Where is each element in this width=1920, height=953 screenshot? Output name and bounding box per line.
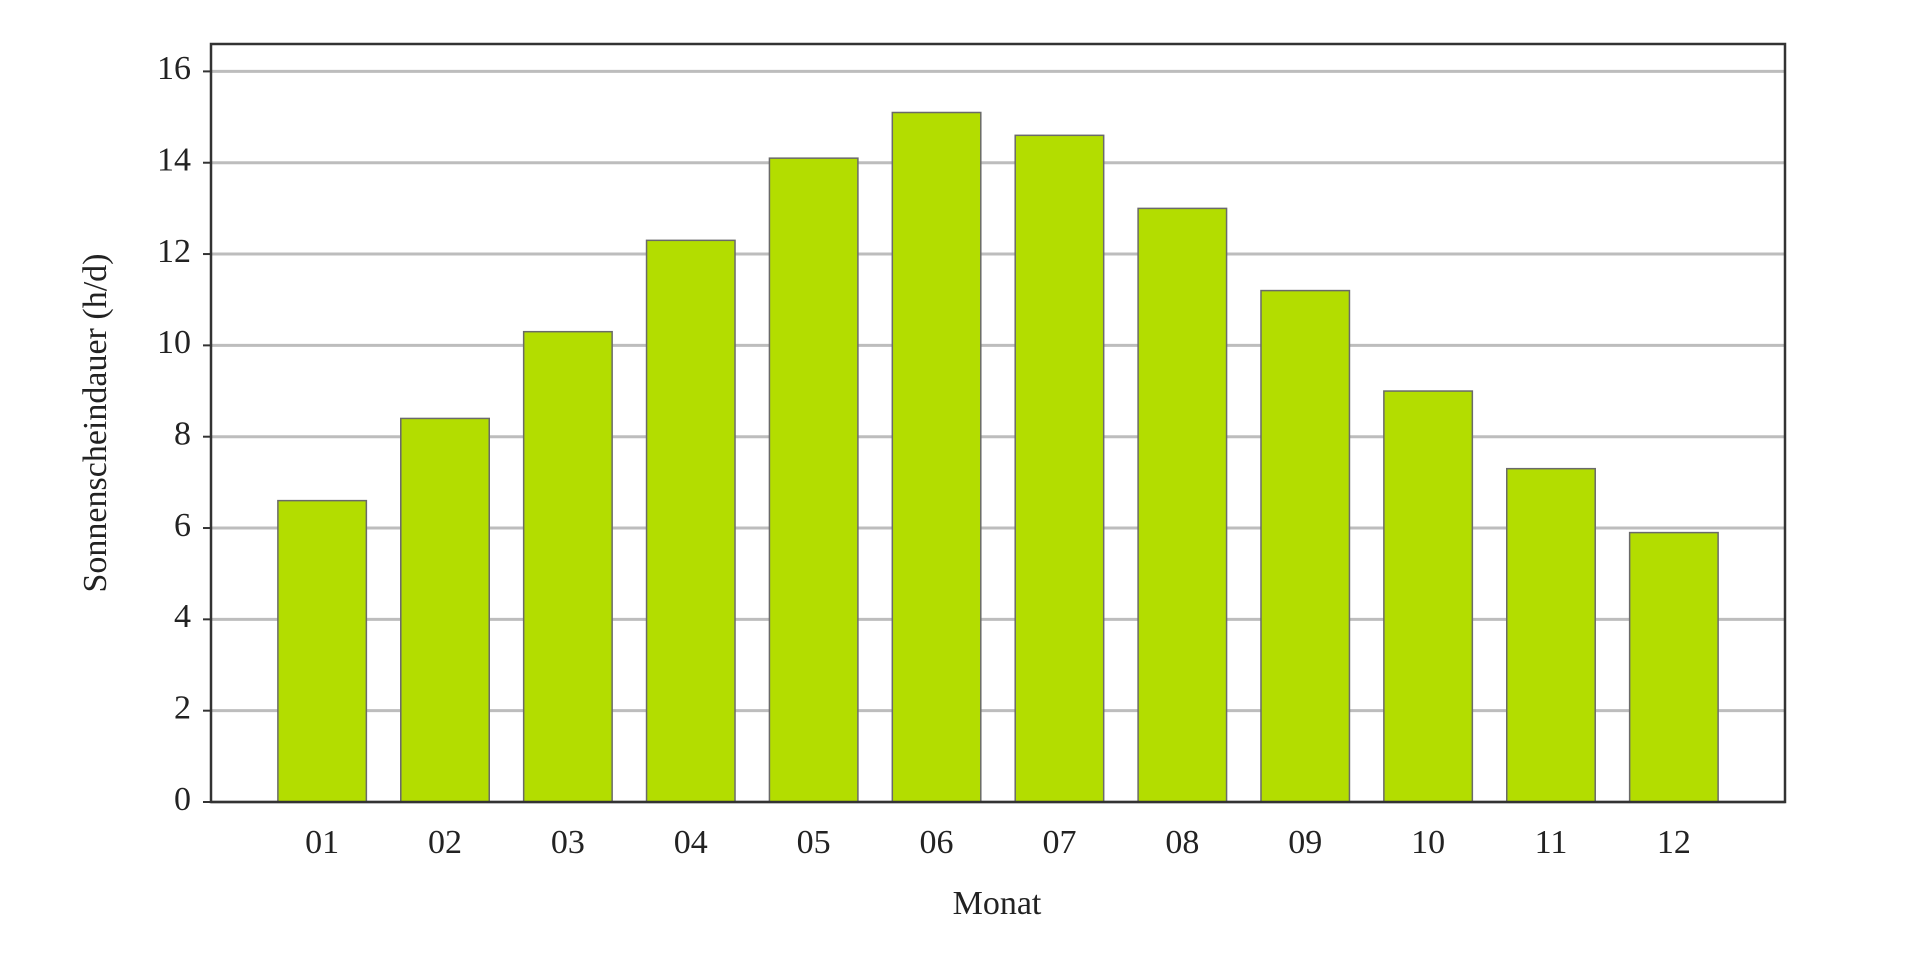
bar (277, 499, 368, 803)
bar (768, 157, 859, 803)
x-tick-label: 05 (797, 824, 831, 861)
y-tick-label: 12 (157, 233, 191, 270)
bar (645, 239, 736, 803)
y-axis-title: Sonnenscheindauer (h/d) (77, 254, 114, 593)
y-tick-label: 14 (157, 142, 191, 179)
x-tick-label: 11 (1535, 824, 1568, 861)
bar (1628, 531, 1719, 803)
x-tick-label: 07 (1042, 824, 1076, 861)
bar (522, 330, 613, 803)
bar (1014, 134, 1105, 803)
bar (1137, 207, 1228, 803)
y-tick-label: 16 (157, 50, 191, 87)
x-tick-label: 06 (920, 824, 954, 861)
y-tick-label: 2 (174, 689, 191, 726)
x-tick-label: 10 (1411, 824, 1445, 861)
plot-frame (209, 42, 1787, 804)
x-axis-title: Monat (953, 885, 1042, 922)
x-tick-label: 08 (1165, 824, 1199, 861)
bar (1260, 289, 1351, 803)
bar (400, 417, 490, 803)
y-tick-label: 0 (174, 781, 191, 818)
x-tick-label: 01 (305, 824, 339, 861)
x-tick-label: 04 (674, 824, 708, 861)
x-tick-label: 03 (551, 824, 585, 861)
y-tick-label: 4 (174, 598, 191, 635)
y-tick-label: 6 (174, 507, 191, 544)
y-tick-label: 10 (157, 324, 191, 361)
x-tick-label: 12 (1657, 824, 1691, 861)
bar (1506, 467, 1596, 803)
x-tick-label: 02 (428, 824, 462, 861)
bar (891, 111, 982, 803)
y-tick-label: 8 (174, 415, 191, 452)
x-tick-label: 09 (1288, 824, 1322, 861)
bar (1383, 390, 1474, 803)
